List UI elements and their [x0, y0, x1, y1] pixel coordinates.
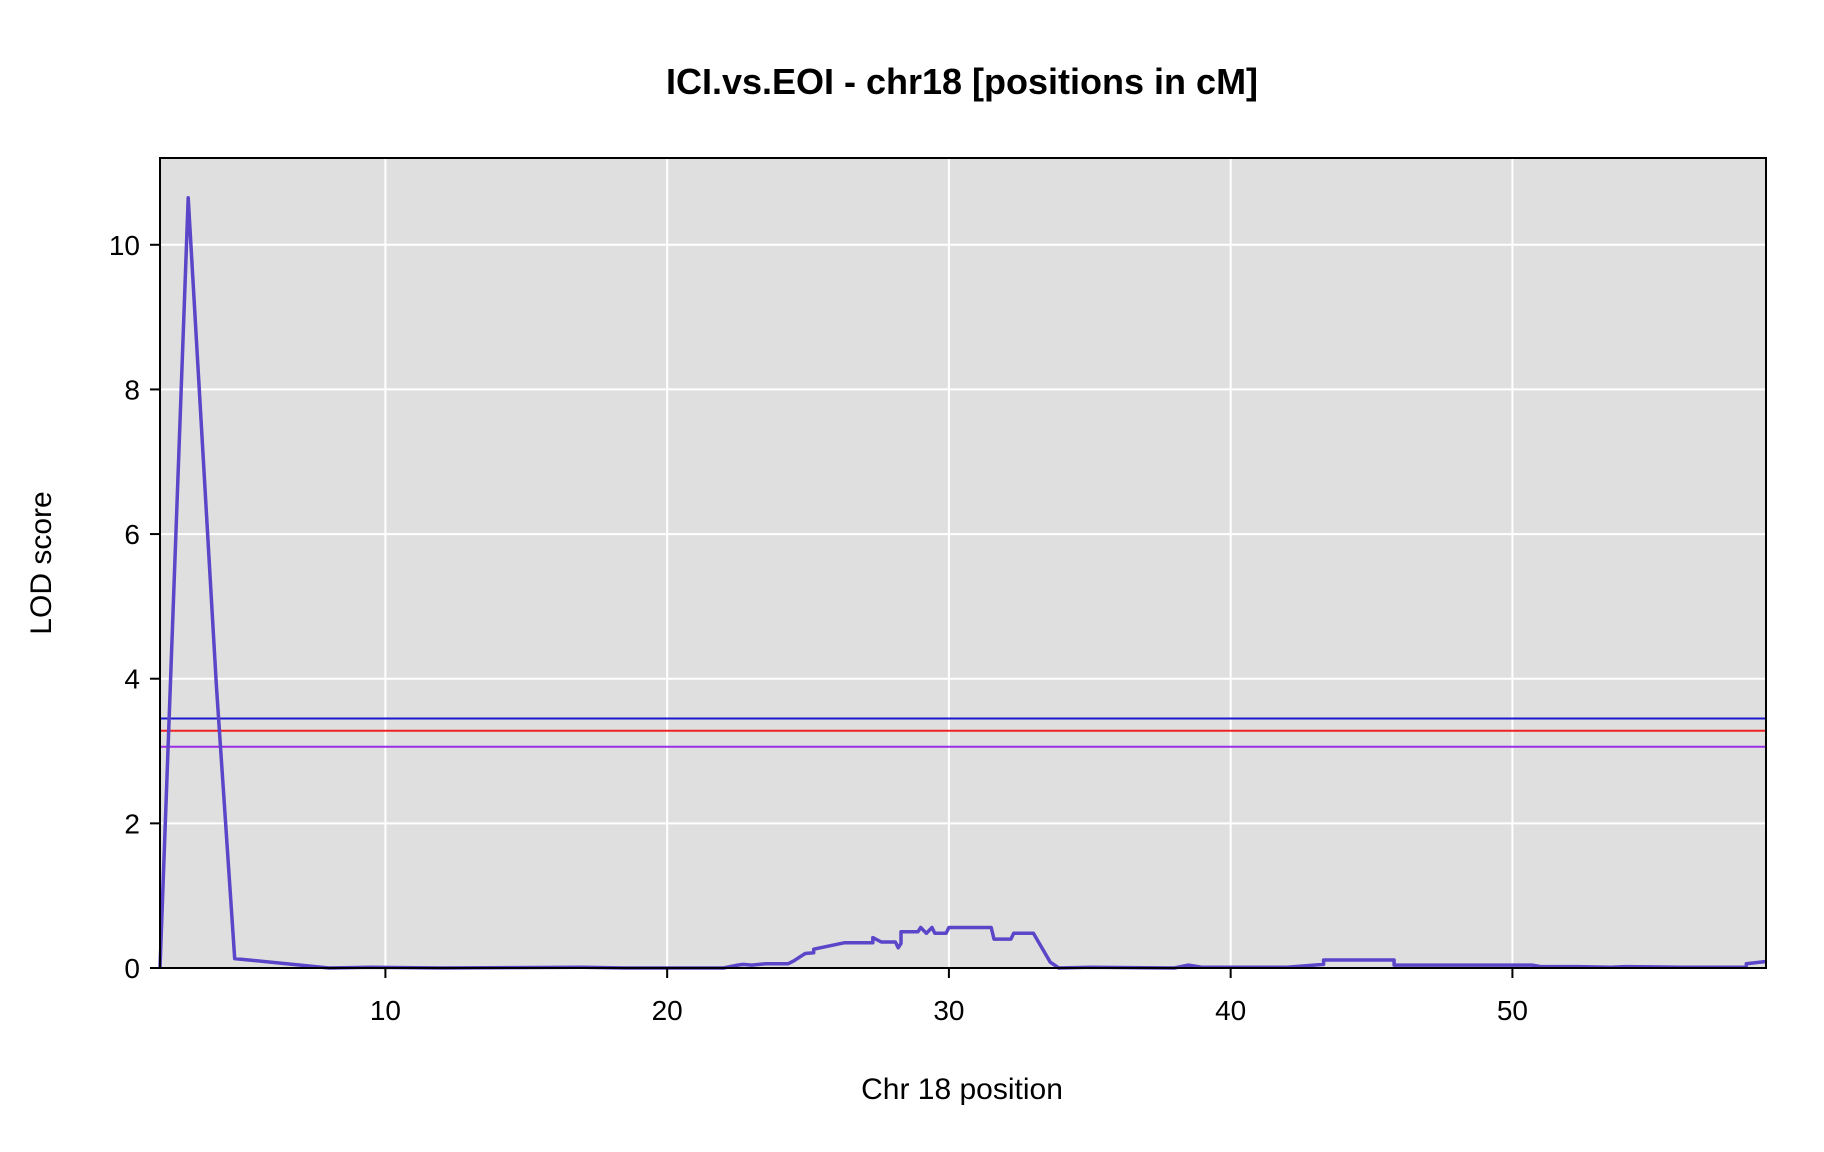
- x-axis-label: Chr 18 position: [861, 1073, 1063, 1106]
- y-tick-label: 0: [124, 953, 140, 984]
- x-tick-label: 50: [1497, 995, 1528, 1026]
- y-axis-label: LOD score: [25, 491, 58, 634]
- x-tick-label: 40: [1215, 995, 1246, 1026]
- y-tick-label: 10: [109, 230, 140, 261]
- threshold-lines: [160, 717, 1766, 748]
- x-tick-label: 30: [933, 995, 964, 1026]
- y-tick-label: 6: [124, 519, 140, 550]
- y-tick-label: 4: [124, 664, 140, 695]
- plot-border: [159, 157, 1767, 969]
- lod-score-line: [158, 196, 1767, 970]
- plot-panel: [160, 158, 1766, 968]
- x-axis-ticks: 10 20 30 40 50: [370, 968, 1528, 1026]
- y-axis-ticks: 0 2 4 6 8 10: [109, 230, 160, 984]
- chart-title: ICI.vs.EOI - chr18 [positions in cM]: [666, 61, 1258, 102]
- x-tick-label: 10: [370, 995, 401, 1026]
- y-tick-label: 2: [124, 808, 140, 839]
- x-tick-label: 20: [652, 995, 683, 1026]
- y-tick-label: 8: [124, 374, 140, 405]
